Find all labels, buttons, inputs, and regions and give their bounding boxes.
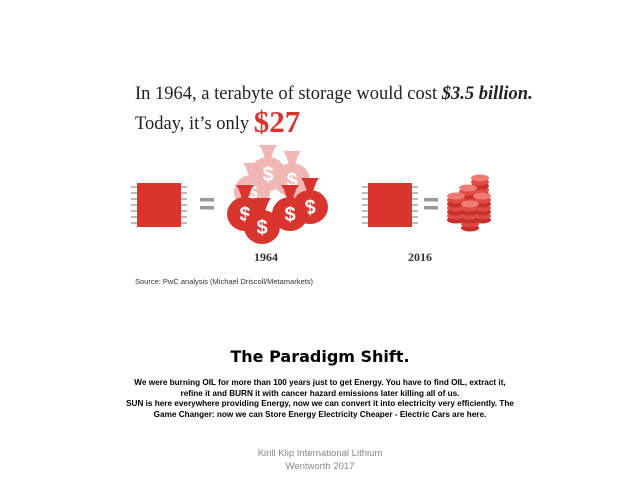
paragraph: SUN is here everywhere providing Energy,… xyxy=(126,399,514,419)
year-label: 1964 xyxy=(254,250,278,264)
footer: Kirill Klip International Lithium Wentwo… xyxy=(0,447,640,473)
footer-line: Kirill Klip International Lithium xyxy=(257,448,383,459)
chip-icon xyxy=(131,183,187,227)
chip-icon xyxy=(362,183,418,227)
footer-line: Wentworth 2017 xyxy=(285,461,355,472)
year-label: 2016 xyxy=(408,250,432,264)
article-title: The Paradigm Shift. xyxy=(230,347,410,366)
headline-price: $27 xyxy=(253,104,301,139)
headline-text: Today, it’s only xyxy=(135,114,254,134)
headline-text: In 1964, a terabyte of storage would cos… xyxy=(135,84,442,104)
equals-icon xyxy=(200,198,214,210)
headline-emphasis: $3.5 billion. xyxy=(441,84,533,104)
headline-line: Today, it’s only $27 xyxy=(135,104,300,140)
equals-icon xyxy=(424,198,438,210)
paragraph: We were burning OIL for more than 100 ye… xyxy=(134,378,506,398)
headline-line: In 1964, a terabyte of storage would cos… xyxy=(135,84,533,105)
coin-stacks xyxy=(447,174,491,232)
article-body: We were burning OIL for more than 100 ye… xyxy=(125,378,515,420)
source-note: Source: PwC analysis (Michael Driscoll/M… xyxy=(135,277,313,286)
